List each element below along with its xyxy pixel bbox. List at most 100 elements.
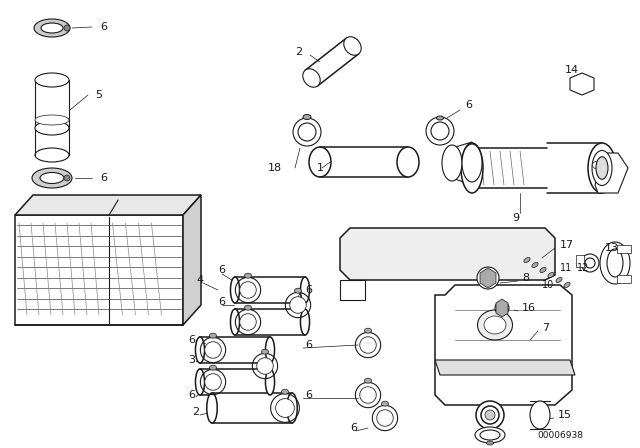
Ellipse shape (309, 147, 331, 177)
Ellipse shape (35, 148, 69, 162)
Polygon shape (340, 228, 555, 280)
Ellipse shape (564, 282, 570, 288)
Polygon shape (435, 285, 572, 405)
Text: 6: 6 (218, 265, 225, 275)
Text: 4: 4 (196, 275, 203, 285)
Ellipse shape (495, 301, 509, 315)
Ellipse shape (540, 267, 546, 272)
Ellipse shape (244, 273, 252, 278)
Ellipse shape (244, 305, 252, 310)
Ellipse shape (294, 288, 301, 293)
Ellipse shape (475, 427, 505, 443)
Ellipse shape (300, 277, 310, 303)
Ellipse shape (486, 441, 493, 445)
Ellipse shape (240, 282, 256, 298)
Ellipse shape (360, 337, 376, 353)
Polygon shape (235, 277, 305, 303)
Ellipse shape (293, 118, 321, 146)
Polygon shape (595, 153, 628, 193)
Text: 14: 14 (565, 65, 579, 75)
Ellipse shape (360, 387, 376, 403)
Polygon shape (340, 280, 365, 300)
Ellipse shape (300, 309, 310, 335)
Ellipse shape (209, 365, 216, 370)
Ellipse shape (282, 389, 289, 394)
Ellipse shape (303, 69, 320, 87)
Text: 6: 6 (465, 100, 472, 110)
Bar (472, 148, 547, 188)
Polygon shape (480, 268, 496, 288)
Ellipse shape (344, 37, 361, 55)
Ellipse shape (484, 316, 506, 334)
Ellipse shape (257, 358, 273, 374)
Ellipse shape (262, 349, 269, 354)
Ellipse shape (588, 143, 616, 193)
Ellipse shape (32, 168, 72, 188)
Bar (547, 143, 602, 193)
Ellipse shape (397, 147, 419, 177)
Ellipse shape (266, 369, 275, 395)
Polygon shape (305, 38, 358, 86)
Ellipse shape (585, 258, 595, 268)
Polygon shape (496, 299, 508, 317)
Ellipse shape (593, 161, 600, 168)
Text: 6: 6 (305, 285, 312, 295)
Text: 17: 17 (560, 240, 574, 250)
Ellipse shape (436, 116, 444, 120)
Bar (320, 147, 408, 177)
Bar (617, 275, 631, 283)
Ellipse shape (462, 144, 482, 182)
Ellipse shape (205, 374, 221, 390)
Ellipse shape (556, 277, 562, 283)
Bar (576, 255, 584, 267)
Text: 18: 18 (268, 163, 282, 173)
Ellipse shape (195, 369, 205, 395)
Ellipse shape (35, 73, 69, 87)
Text: 2: 2 (192, 407, 199, 417)
Ellipse shape (35, 121, 69, 135)
Text: 11: 11 (560, 263, 572, 273)
Ellipse shape (287, 393, 297, 423)
Ellipse shape (207, 393, 217, 423)
Text: 8: 8 (522, 273, 529, 283)
Text: 7: 7 (542, 323, 549, 333)
Ellipse shape (230, 277, 239, 303)
Ellipse shape (365, 378, 371, 383)
Ellipse shape (40, 172, 64, 184)
Ellipse shape (476, 401, 504, 429)
Polygon shape (570, 73, 594, 95)
Ellipse shape (209, 333, 216, 338)
Polygon shape (435, 360, 575, 375)
Polygon shape (235, 309, 305, 335)
Ellipse shape (276, 399, 294, 418)
Ellipse shape (195, 337, 205, 363)
Text: 5: 5 (95, 90, 102, 100)
Text: 3: 3 (188, 355, 195, 365)
Ellipse shape (581, 254, 599, 272)
Ellipse shape (230, 309, 239, 335)
Ellipse shape (480, 430, 500, 440)
Ellipse shape (290, 297, 307, 313)
Ellipse shape (530, 401, 550, 429)
Ellipse shape (426, 117, 454, 145)
Ellipse shape (34, 19, 70, 37)
Ellipse shape (64, 175, 70, 181)
Text: 13: 13 (605, 243, 619, 253)
Text: 6: 6 (350, 423, 357, 433)
Text: 10: 10 (542, 280, 554, 290)
Ellipse shape (607, 249, 623, 277)
Text: 2: 2 (295, 47, 302, 57)
Ellipse shape (431, 122, 449, 140)
Ellipse shape (548, 272, 554, 278)
Text: 6: 6 (218, 297, 225, 307)
Ellipse shape (298, 123, 316, 141)
Ellipse shape (592, 151, 612, 185)
Text: 6: 6 (100, 173, 107, 183)
Ellipse shape (266, 337, 275, 363)
Text: 6: 6 (305, 340, 312, 350)
Polygon shape (15, 195, 201, 215)
Ellipse shape (377, 410, 393, 426)
Ellipse shape (35, 115, 69, 125)
Text: 1: 1 (317, 163, 324, 173)
Ellipse shape (240, 314, 256, 330)
